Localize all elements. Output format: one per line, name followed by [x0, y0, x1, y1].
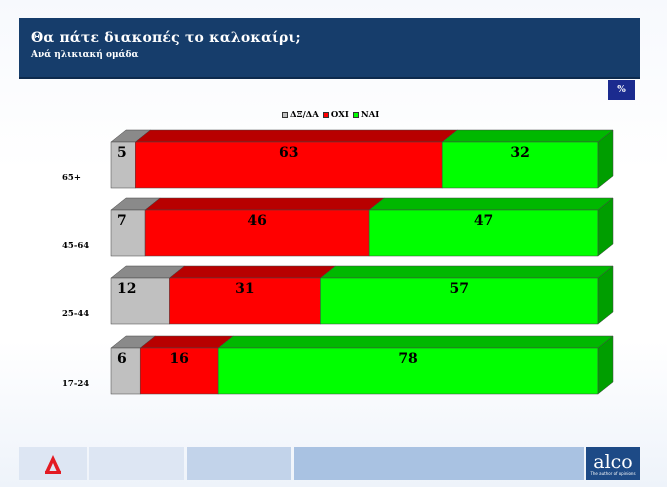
title-banner: Θα πάτε διακοπές το καλοκαίρι; Ανά ηλικι… [19, 18, 640, 79]
percent-badge: % [608, 80, 635, 100]
chart-legend: ΔΞ/ΔΑ ΟΧΙ ΝΑΙ [282, 108, 379, 122]
legend-label: ΟΧΙ [330, 110, 349, 120]
legend-item: ΟΧΙ [322, 110, 349, 120]
data-label: 32 [510, 145, 529, 161]
data-label: 57 [449, 281, 468, 297]
bar-top-face [168, 265, 337, 279]
legend-item: ΝΑΙ [352, 110, 380, 120]
bar-top-face [144, 197, 385, 211]
footer-segment-2 [187, 447, 291, 480]
data-label: 46 [247, 213, 266, 229]
data-label: 7 [117, 213, 127, 229]
category-label: 25-44 [62, 309, 89, 319]
data-label: 47 [474, 213, 493, 229]
bar-segment [144, 209, 370, 257]
bar-top-face [139, 335, 234, 349]
data-label: 6 [117, 351, 127, 367]
chart-subtitle: Ανά ηλικιακή ομάδα [31, 50, 139, 60]
data-label: 12 [117, 281, 136, 297]
bar-top-face [319, 265, 614, 279]
bar-segment [110, 347, 141, 395]
bar-segment [135, 141, 443, 189]
bar-segment [320, 277, 599, 325]
footer-bar: alco The author of opinions [19, 447, 640, 480]
bar-side-face [597, 335, 614, 395]
legend-label: ΔΞ/ΔΑ [290, 110, 319, 120]
data-label: 63 [279, 145, 298, 161]
footer-segment-3 [294, 447, 584, 480]
alco-logo-text: alco [593, 451, 633, 473]
footer-segment-1 [89, 447, 184, 480]
category-label: 17-24 [62, 379, 89, 389]
red-brand-icon [45, 454, 61, 474]
bar-top-face [368, 197, 614, 211]
footer-left-logo [19, 447, 87, 480]
alco-tagline: The author of opinions [590, 471, 636, 476]
bar-top-face [441, 129, 614, 143]
bar-segment [110, 209, 146, 257]
bar-side-face [597, 129, 614, 189]
data-label: 5 [117, 145, 127, 161]
chart-title: Θα πάτε διακοπές το καλοκαίρι; [31, 30, 301, 46]
legend-swatch [282, 112, 288, 118]
data-label: 16 [169, 351, 188, 367]
alco-logo: alco The author of opinions [586, 447, 640, 480]
data-label: 31 [235, 281, 254, 297]
category-label: 65+ [62, 173, 81, 183]
category-label: 45-64 [62, 241, 89, 251]
legend-swatch [352, 112, 359, 118]
bar-segment [139, 347, 219, 395]
bar-side-face [597, 265, 614, 325]
bar-top-face [217, 335, 614, 349]
bar-segment [368, 209, 599, 257]
legend-item: ΔΞ/ΔΑ [282, 110, 319, 120]
legend-label: ΝΑΙ [360, 110, 380, 120]
bar-segment [217, 347, 599, 395]
bar-top-face [134, 129, 458, 143]
legend-swatch [322, 112, 329, 118]
bar-segment [169, 277, 321, 325]
data-label: 78 [398, 351, 417, 367]
bar-side-face [597, 197, 614, 257]
bar-segment [110, 277, 170, 325]
